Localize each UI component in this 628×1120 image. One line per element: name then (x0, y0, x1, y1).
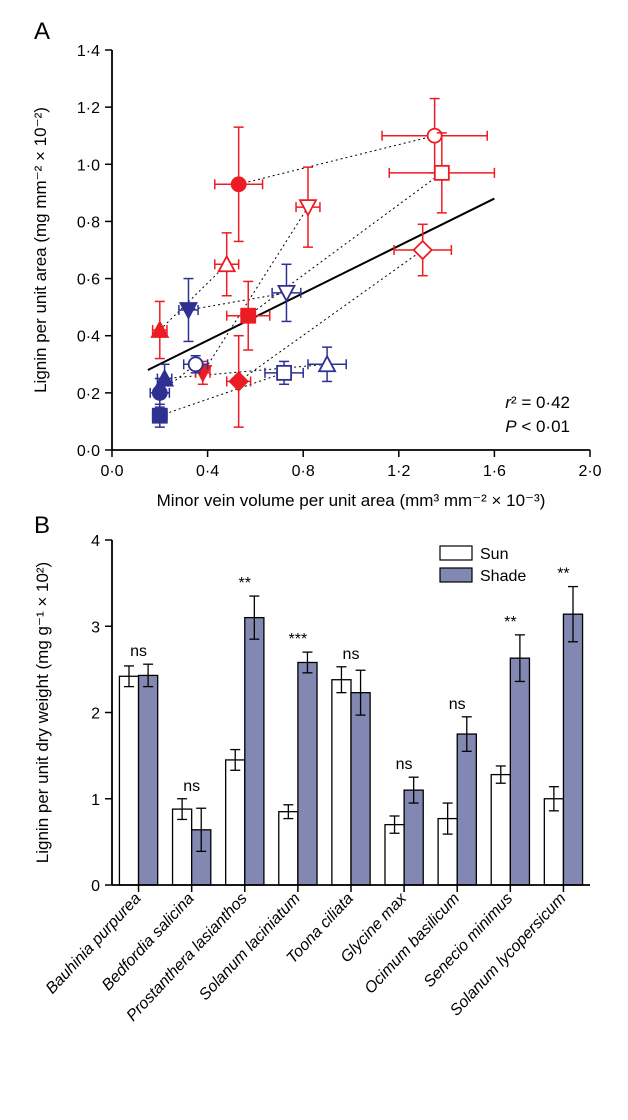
svg-text:1·2: 1·2 (387, 463, 410, 480)
svg-text:0·0: 0·0 (77, 443, 100, 460)
panel-b: B 01234nsBauhinia purpureansBedfordia sa… (20, 520, 608, 1100)
panel-a-label: A (34, 18, 50, 46)
svg-text:**: ** (239, 575, 251, 592)
svg-text:**: ** (504, 614, 516, 631)
bar-chart: 0 1 2 3 4 ns Bauhinia purpurea ns Bedfordia sali… (20, 520, 608, 1100)
svg-text:1·2: 1·2 (77, 100, 100, 117)
svg-text:0·8: 0·8 (292, 463, 315, 480)
svg-text:Bauhinia purpurea: Bauhinia purpurea (43, 890, 145, 997)
svg-text:0·2: 0·2 (77, 386, 100, 403)
svg-text:0·4: 0·4 (196, 463, 219, 480)
svg-text:***: *** (289, 631, 308, 648)
svg-text:1: 1 (91, 792, 100, 809)
svg-text:1·4: 1·4 (77, 43, 100, 60)
svg-text:ns: ns (449, 696, 466, 713)
svg-text:ns: ns (343, 646, 360, 663)
svg-text:r² = 0·42: r² = 0·42 (505, 393, 570, 412)
svg-text:Ocimum basilicum: Ocimum basilicum (362, 890, 464, 997)
svg-text:0·8: 0·8 (77, 214, 100, 231)
svg-text:Shade: Shade (480, 568, 526, 585)
svg-text:Solanum laciniatum: Solanum laciniatum (196, 890, 304, 1004)
svg-text:3: 3 (91, 619, 100, 636)
svg-text:Senecio minimus: Senecio minimus (421, 890, 517, 991)
svg-text:Lignin per unit area (mg mm⁻²: Lignin per unit area (mg mm⁻² × 10⁻²) (31, 107, 50, 393)
panel-b-label: B (34, 512, 50, 540)
svg-text:0: 0 (91, 878, 100, 895)
svg-text:ns: ns (130, 643, 147, 660)
svg-text:1·0: 1·0 (77, 157, 100, 174)
svg-text:ns: ns (183, 778, 200, 795)
svg-text:2·0: 2·0 (578, 463, 601, 480)
svg-text:Sun: Sun (480, 546, 508, 563)
svg-text:1·6: 1·6 (483, 463, 506, 480)
svg-text:4: 4 (91, 533, 100, 550)
svg-text:**: ** (557, 566, 569, 583)
svg-text:ns: ns (396, 756, 413, 773)
svg-text:0·4: 0·4 (77, 329, 100, 346)
svg-text:0·0: 0·0 (100, 463, 123, 480)
scatter-chart: 0·0 0·4 0·8 1·2 1·6 2·0 0·0 0·2 0·4 0·6 0·8 1·0 1·2 1… (20, 20, 608, 520)
svg-text:P < 0·01: P < 0·01 (505, 417, 570, 436)
panel-a: A 0·0 0·4 0·8 1·2 1·6 2·0 0·0 0·2 0·4 0·6 0·8 1·0 1·… (20, 20, 608, 520)
figure-two-panel: A 0·0 0·4 0·8 1·2 1·6 2·0 0·0 0·2 0·4 0·6 0·8 1·0 1·… (20, 20, 608, 1100)
svg-text:0·6: 0·6 (77, 272, 100, 289)
svg-text:Lignin per unit dry weight (mg: Lignin per unit dry weight (mg g⁻¹ × 10²… (33, 562, 52, 863)
svg-text:Minor vein volume per unit are: Minor vein volume per unit area (mm³ mm⁻… (157, 491, 546, 510)
svg-text:Bedfordia salicina: Bedfordia salicina (99, 890, 198, 994)
svg-text:2: 2 (91, 706, 100, 723)
